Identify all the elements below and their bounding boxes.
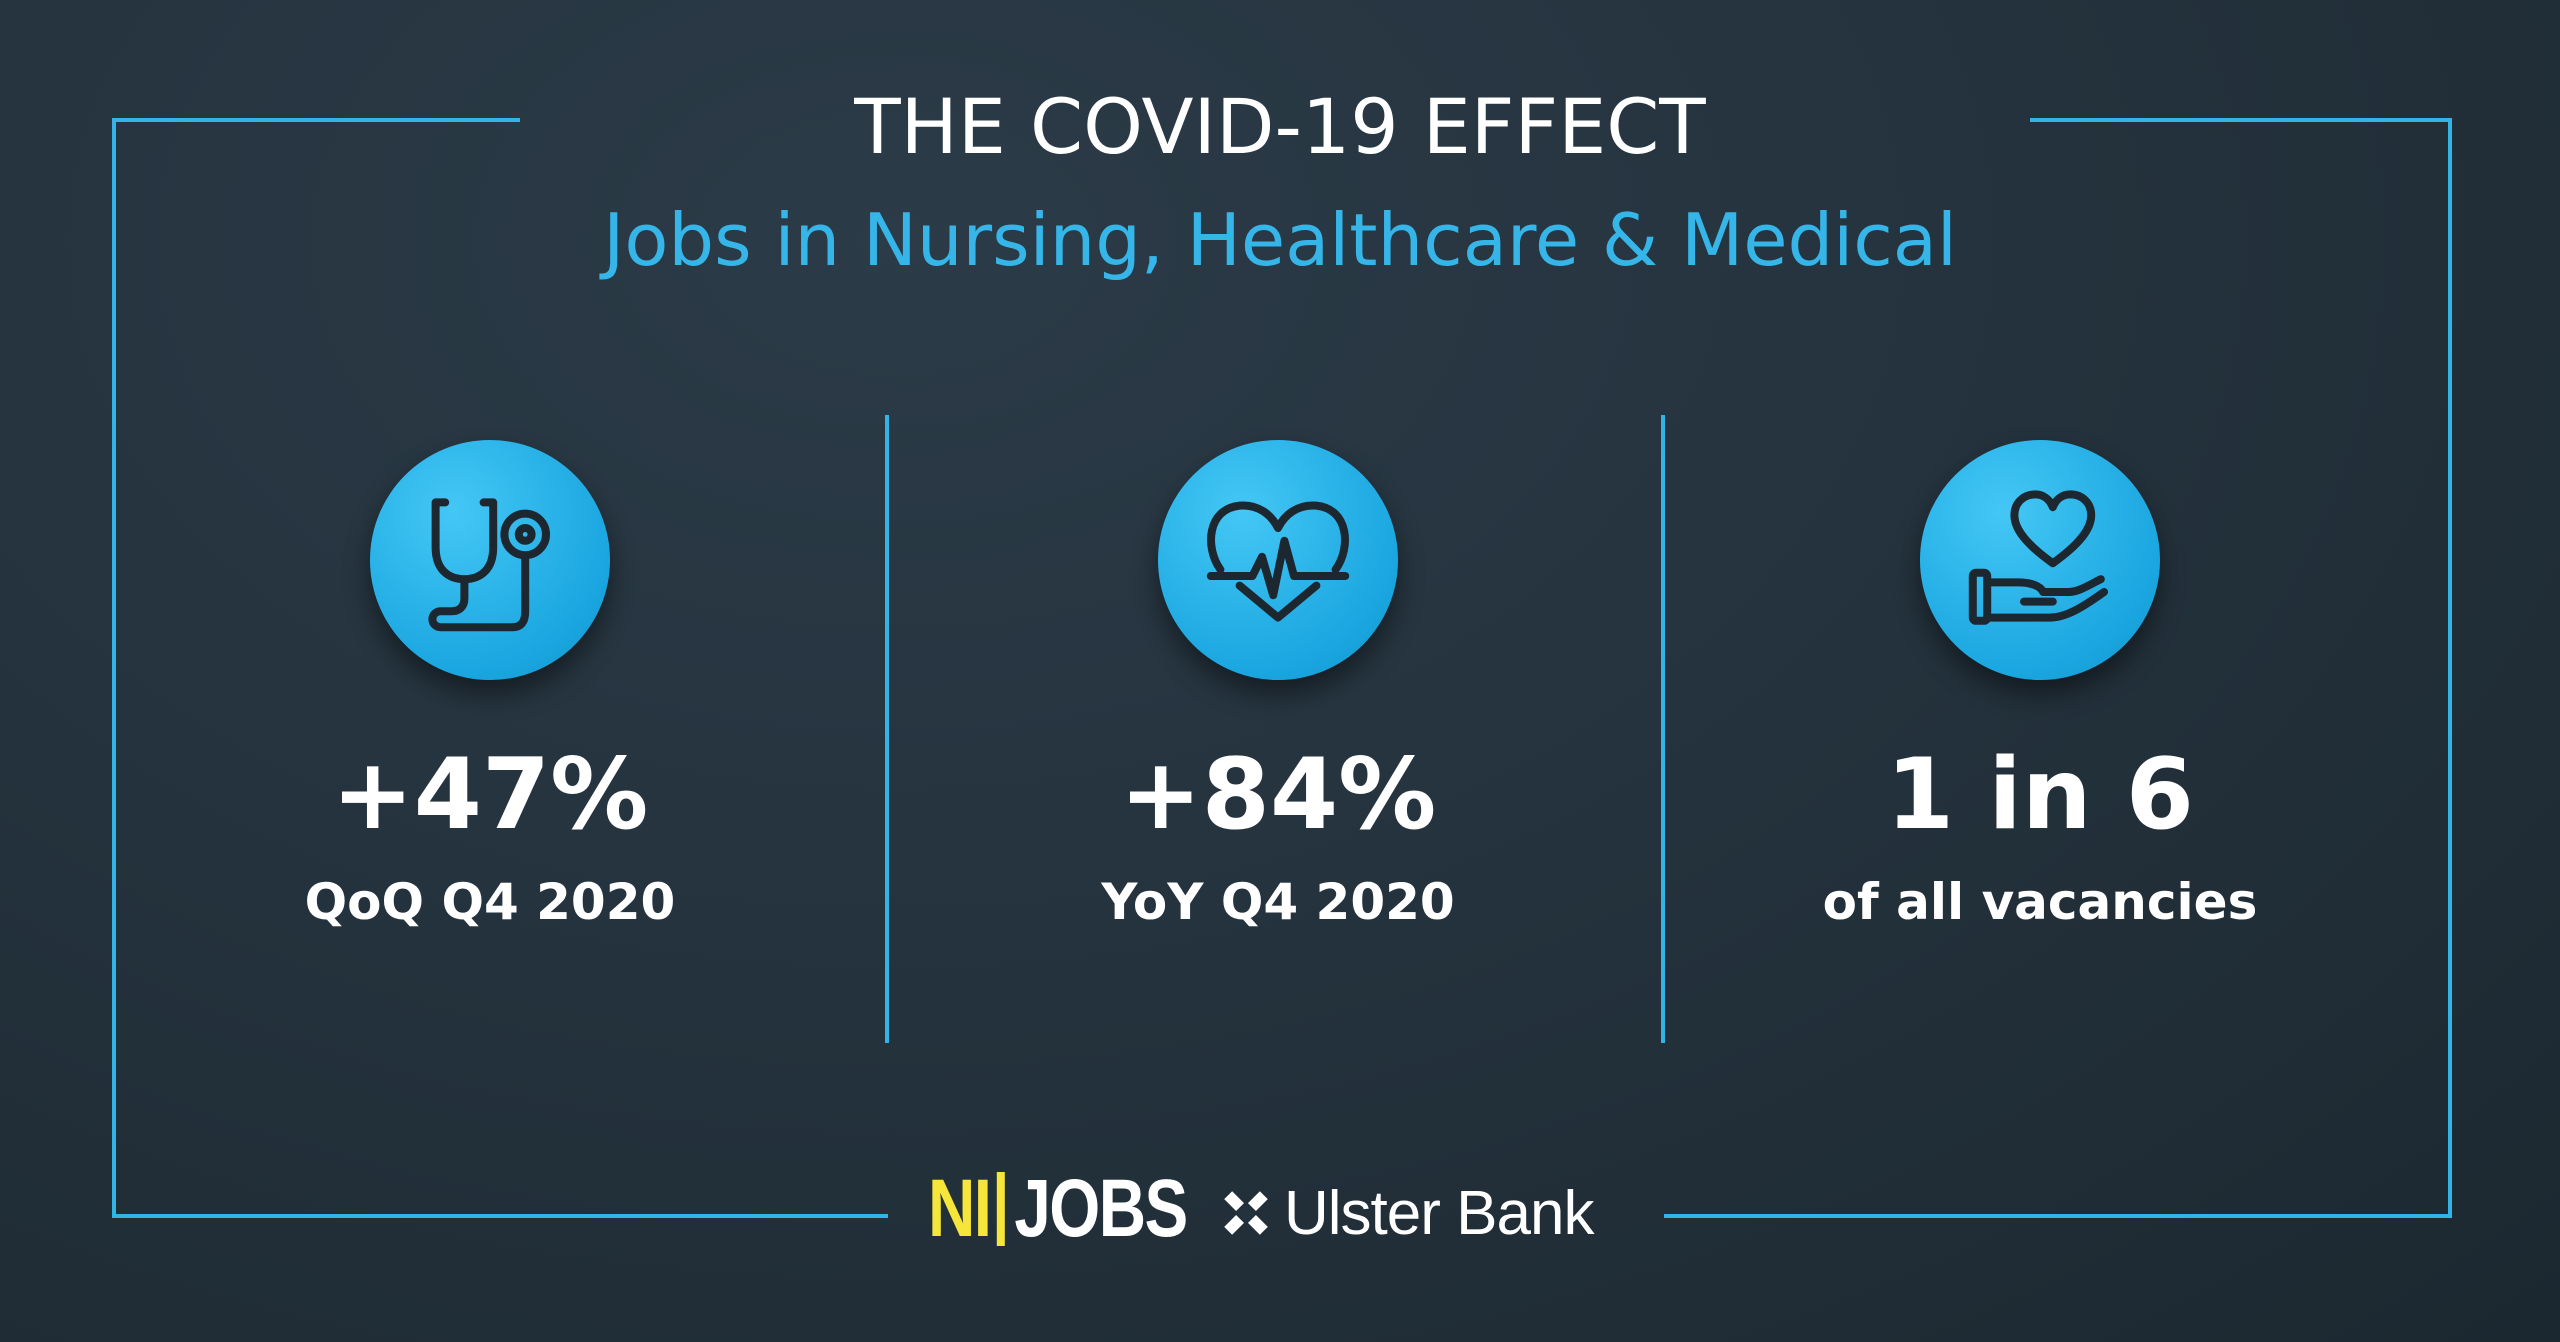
nijobs-logo: NI JOBS xyxy=(928,1163,1188,1254)
frame-left-line xyxy=(112,118,116,1218)
stethoscope-icon xyxy=(370,440,610,680)
heart-in-hand-icon xyxy=(1920,440,2160,680)
stat-label: QoQ Q4 2020 xyxy=(304,873,676,931)
column-divider xyxy=(885,415,889,1043)
ulster-bank-logo: Ulster Bank xyxy=(1218,1168,1594,1258)
stat-value: 1 in 6 xyxy=(1886,738,2194,852)
stat-label: YoY Q4 2020 xyxy=(1101,873,1455,931)
heartbeat-icon xyxy=(1158,440,1398,680)
stat-label: of all vacancies xyxy=(1822,873,2258,931)
stat-qoq: +47% QoQ Q4 2020 xyxy=(100,435,880,995)
stat-value: +84% xyxy=(1119,738,1437,852)
frame-top-right-line xyxy=(2030,118,2452,122)
stat-value: +47% xyxy=(331,738,649,852)
stat-yoy: +84% YoY Q4 2020 xyxy=(888,435,1668,995)
frame-bottom-right-line xyxy=(1664,1214,2452,1218)
page-subtitle: Jobs in Nursing, Healthcare & Medical xyxy=(603,198,1957,282)
frame-right-line xyxy=(2448,118,2452,1218)
ulster-bank-wordmark: Ulster Bank xyxy=(1284,1178,1594,1248)
ulster-bank-icon xyxy=(1224,1191,1268,1235)
frame-bottom-left-line xyxy=(112,1214,888,1218)
column-divider xyxy=(1661,415,1665,1043)
page-title: THE COVID-19 EFFECT xyxy=(854,82,1706,171)
stat-share: 1 in 6 of all vacancies xyxy=(1650,435,2430,995)
frame-top-left-line xyxy=(112,118,520,122)
